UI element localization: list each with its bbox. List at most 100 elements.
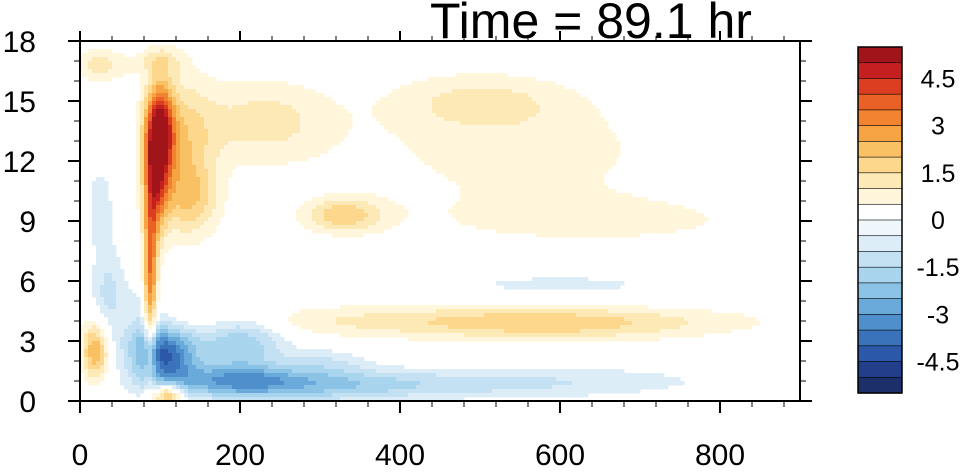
contour-cell [188,241,193,246]
contour-cell [276,113,281,118]
contour-cell [460,153,465,158]
contour-cell [192,97,197,102]
contour-cell [108,309,113,314]
contour-cell [268,133,273,138]
contour-cell [156,105,161,110]
contour-cell [448,177,453,182]
contour-cell [424,305,429,310]
contour-cell [600,317,605,322]
contour-cell [552,93,557,98]
contour-cell [212,77,217,82]
contour-cell [440,321,445,326]
contour-cell [392,93,397,98]
contour-cell [580,233,585,238]
contour-cell [476,165,481,170]
contour-cell [552,193,557,198]
contour-cell [436,309,441,314]
contour-cell [696,221,701,226]
contour-cell [612,193,617,198]
contour-cell [328,225,333,230]
contour-cell [460,177,465,182]
contour-cell [536,165,541,170]
contour-cell [432,305,437,310]
contour-cell [620,309,625,314]
contour-cell [156,89,161,94]
contour-cell [492,141,497,146]
contour-cell [528,141,533,146]
contour-cell [424,317,429,322]
contour-cell [488,209,493,214]
contour-cell [184,161,189,166]
contour-cell [376,309,381,314]
contour-cell [464,165,469,170]
contour-cell [176,77,181,82]
contour-cell [444,169,449,174]
contour-cell [448,317,453,322]
contour-cell [604,209,609,214]
contour-cell [472,149,477,154]
contour-cell [204,105,209,110]
contour-cell [528,305,533,310]
contour-cell [388,201,393,206]
contour-cell [104,217,109,222]
contour-cell [184,73,189,78]
contour-cell [504,321,509,326]
contour-cell [440,309,445,314]
contour-cell [500,221,505,226]
contour-cell [276,145,281,150]
contour-cell [152,241,157,246]
contour-cell [100,181,105,186]
contour-cell [120,61,125,66]
contour-cell [572,213,577,218]
contour-cell [312,101,317,106]
contour-cell [316,133,321,138]
contour-cell [220,109,225,114]
contour-cell [208,109,213,114]
contour-cell [560,149,565,154]
contour-cell [592,213,597,218]
contour-cell [248,85,253,90]
contour-cell [364,205,369,210]
contour-cell [224,133,229,138]
contour-cell [572,121,577,126]
contour-cell [636,305,641,310]
contour-cell [216,121,221,126]
contour-cell [388,221,393,226]
contour-cell [468,325,473,330]
contour-cell [176,229,181,234]
contour-cell [352,325,357,330]
contour-cell [328,313,333,318]
contour-cell [392,117,397,122]
contour-cell [484,125,489,130]
contour-cell [96,213,101,218]
contour-cell [104,293,109,298]
contour-cell [252,157,257,162]
contour-cell [540,197,545,202]
contour-cell [608,217,613,222]
contour-cell [360,313,365,318]
contour-cell [316,205,321,210]
contour-cell [564,325,569,330]
contour-cell [188,69,193,74]
contour-cell [448,141,453,146]
contour-cell [428,129,433,134]
contour-cell [468,313,473,318]
contour-cell [520,153,525,158]
contour-cell [444,77,449,82]
contour-cell [480,321,485,326]
contour-cell [100,201,105,206]
contour-cell [372,217,377,222]
contour-cell [256,101,261,106]
contour-cell [140,117,145,122]
contour-cell [140,229,145,234]
contour-cell [428,309,433,314]
contour-cell [464,321,469,326]
contour-cell [576,325,581,330]
contour-cell [232,117,237,122]
contour-cell [556,173,561,178]
contour-cell [584,281,589,286]
contour-cell [108,49,113,54]
contour-cell [208,197,213,202]
contour-cell [568,165,573,170]
contour-cell [204,109,209,114]
